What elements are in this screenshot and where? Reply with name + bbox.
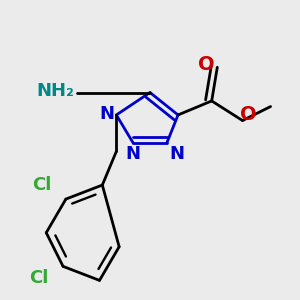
Text: Cl: Cl <box>29 268 49 286</box>
Text: O: O <box>240 105 256 124</box>
Text: N: N <box>126 145 141 163</box>
Text: O: O <box>198 55 214 74</box>
Text: Cl: Cl <box>32 176 52 194</box>
Text: N: N <box>169 145 184 163</box>
Text: NH₂: NH₂ <box>36 82 74 100</box>
Text: N: N <box>99 104 114 122</box>
